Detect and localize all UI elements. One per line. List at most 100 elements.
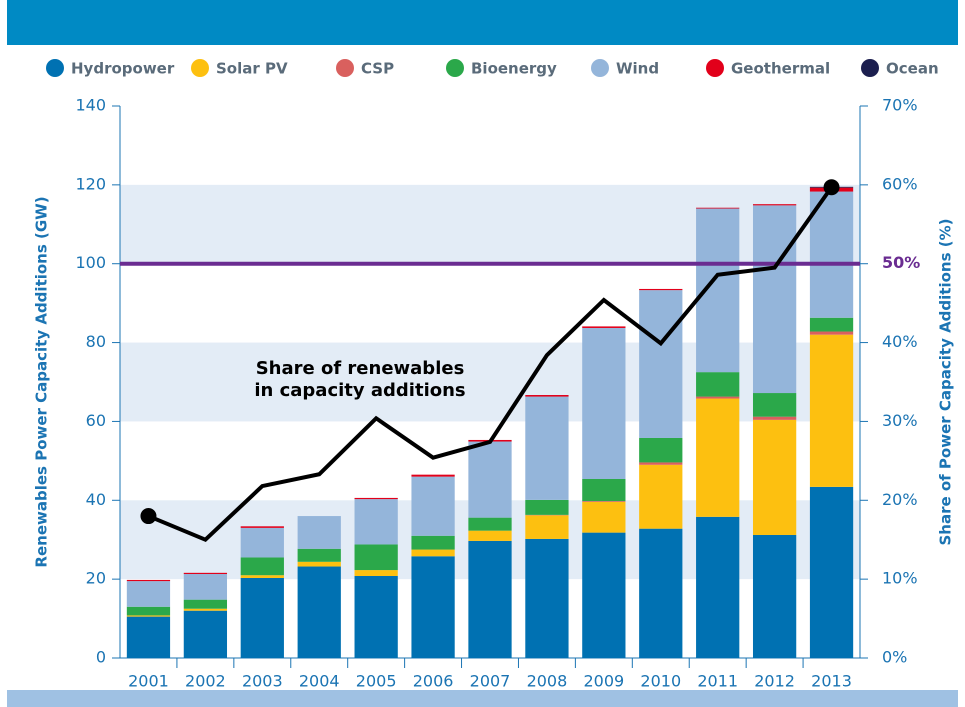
- annotation: Share of renewables: [256, 358, 465, 379]
- bar-segment: [752, 416, 797, 420]
- header-band: [7, 0, 958, 45]
- legend-swatch: [446, 59, 464, 77]
- x-tick-label: 2004: [299, 672, 340, 691]
- legend-swatch: [706, 59, 724, 77]
- bar-segment: [411, 474, 455, 477]
- bar-segment: [639, 437, 683, 463]
- bar-segment: [752, 419, 797, 535]
- bar-segment: [240, 577, 284, 658]
- bar-segment: [696, 398, 740, 517]
- y-tick-label: 120: [75, 174, 106, 193]
- bar-segment: [525, 396, 569, 500]
- y-tick-label: 140: [75, 96, 106, 115]
- y-tick-label: 60: [86, 411, 106, 430]
- y2-tick-label: 10%: [882, 569, 918, 588]
- y2-tick-label: 30%: [882, 411, 918, 430]
- legend-label: CSP: [361, 60, 394, 78]
- bar-segment: [752, 204, 797, 206]
- grid-band: [120, 342, 860, 422]
- bar-segment: [696, 396, 740, 399]
- bar-segment: [297, 548, 341, 562]
- x-tick-label: 2002: [185, 672, 226, 691]
- legend-label: Ocean: [886, 60, 939, 78]
- bar-segment: [468, 441, 512, 518]
- legend-label: Bioenergy: [471, 60, 557, 78]
- x-tick-label: 2008: [527, 672, 568, 691]
- x-tick-label: 2013: [811, 672, 852, 691]
- bar-segment: [126, 606, 171, 616]
- bar-segment: [354, 575, 398, 658]
- bar-segment: [183, 574, 228, 600]
- bar-segment: [126, 616, 171, 658]
- bar-segment: [809, 191, 854, 318]
- bar-segment: [240, 557, 284, 576]
- bar-segment: [354, 570, 398, 576]
- legend-label: Wind: [616, 60, 659, 78]
- bar-segment: [752, 205, 797, 394]
- bar-segment: [582, 501, 626, 533]
- legend-swatch: [861, 59, 879, 77]
- bar-segment: [639, 290, 683, 438]
- bar-segment: [126, 581, 171, 607]
- y2-axis-label: Share of Power Capacity Additions (%): [937, 218, 955, 545]
- y-tick-label: 40: [86, 490, 106, 509]
- bar-segment: [639, 288, 683, 291]
- bar-segment: [183, 608, 228, 611]
- bar-segment: [411, 476, 455, 536]
- bar-segment: [468, 540, 512, 658]
- bar-segment: [411, 535, 455, 550]
- bar-segment: [240, 527, 284, 558]
- bar-segment: [183, 599, 228, 609]
- bar-segment: [354, 499, 398, 545]
- bar-segment: [525, 538, 569, 658]
- legend-swatch: [191, 59, 209, 77]
- y2-tick-label: 0%: [882, 648, 907, 667]
- x-tick-label: 2011: [697, 672, 738, 691]
- x-tick-label: 2012: [754, 672, 795, 691]
- share-marker: [140, 508, 157, 525]
- bar-segment: [297, 566, 341, 658]
- y2-tick-label: 60%: [882, 174, 918, 193]
- bar-segment: [582, 326, 626, 328]
- bar-segment: [752, 534, 797, 658]
- y-tick-label: 100: [75, 253, 106, 272]
- grid-band: [120, 184, 860, 264]
- share-line: [147, 186, 834, 543]
- bar-segment: [582, 532, 626, 658]
- bar-segment: [297, 516, 341, 549]
- bar-segment: [696, 372, 740, 397]
- bar-segment: [297, 561, 341, 567]
- y2-tick-label: 40%: [882, 332, 918, 351]
- bar-segment: [696, 516, 740, 658]
- bar-segment: [809, 331, 854, 335]
- bar-segment: [411, 556, 455, 658]
- bar-segment: [809, 317, 854, 332]
- x-tick-label: 2007: [470, 672, 511, 691]
- bar-segment: [809, 486, 854, 658]
- bar-segment: [240, 526, 284, 528]
- y2-tick-label: 50%: [882, 253, 920, 272]
- legend-swatch: [46, 59, 64, 77]
- bar-segment: [183, 610, 228, 658]
- bar-segment: [752, 393, 797, 417]
- bar-segment: [582, 478, 626, 502]
- bar-segment: [354, 544, 398, 571]
- x-tick-label: 2010: [640, 672, 681, 691]
- x-tick-label: 2009: [583, 672, 624, 691]
- bar-segment: [354, 497, 398, 500]
- bar-segment: [468, 530, 512, 541]
- bar-segment: [696, 207, 740, 209]
- bar-segment: [183, 572, 228, 575]
- bar-segment: [809, 334, 854, 487]
- legend-swatch: [591, 59, 609, 77]
- y-tick-label: 0: [96, 648, 106, 667]
- bar-segment: [639, 528, 683, 658]
- legend-label: Hydropower: [71, 60, 175, 78]
- bar-segment: [582, 501, 626, 502]
- x-tick-label: 2001: [128, 672, 169, 691]
- legend-label: Solar PV: [216, 60, 288, 78]
- y2-tick-label: 70%: [882, 96, 918, 115]
- bar-segment: [639, 464, 683, 529]
- bar-segment: [411, 549, 455, 557]
- y2-tick-label: 20%: [882, 490, 918, 509]
